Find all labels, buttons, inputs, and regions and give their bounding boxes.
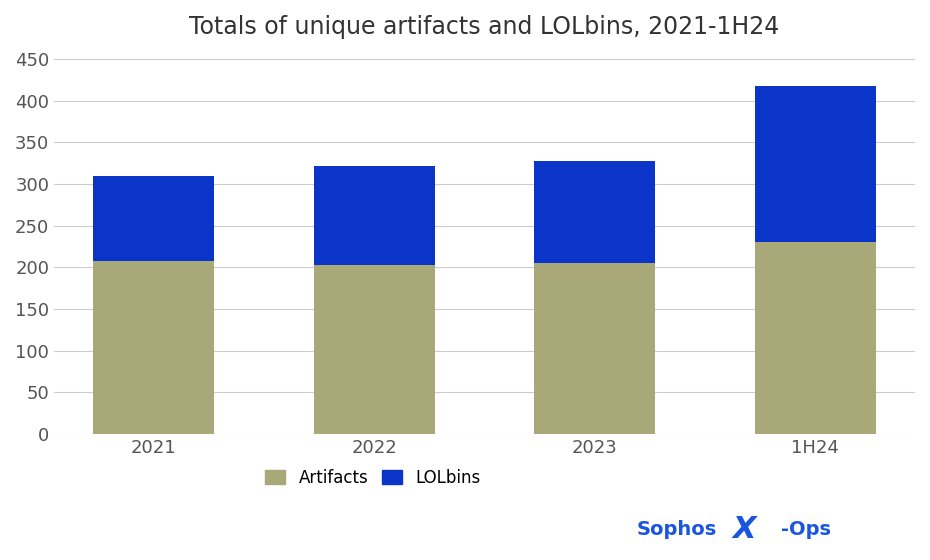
Text: -Ops: -Ops bbox=[781, 520, 831, 539]
Bar bbox=[534, 263, 656, 434]
Text: X: X bbox=[732, 515, 756, 544]
Bar bbox=[313, 166, 435, 265]
Bar bbox=[93, 262, 215, 434]
Bar bbox=[754, 86, 876, 242]
Bar bbox=[754, 242, 876, 434]
Title: Totals of unique artifacts and LOLbins, 2021-1H24: Totals of unique artifacts and LOLbins, … bbox=[190, 15, 779, 39]
Bar bbox=[93, 176, 215, 262]
Text: Sophos: Sophos bbox=[637, 520, 717, 539]
Legend: Artifacts, LOLbins: Artifacts, LOLbins bbox=[265, 469, 480, 487]
Bar bbox=[313, 265, 435, 434]
Bar bbox=[534, 161, 656, 263]
